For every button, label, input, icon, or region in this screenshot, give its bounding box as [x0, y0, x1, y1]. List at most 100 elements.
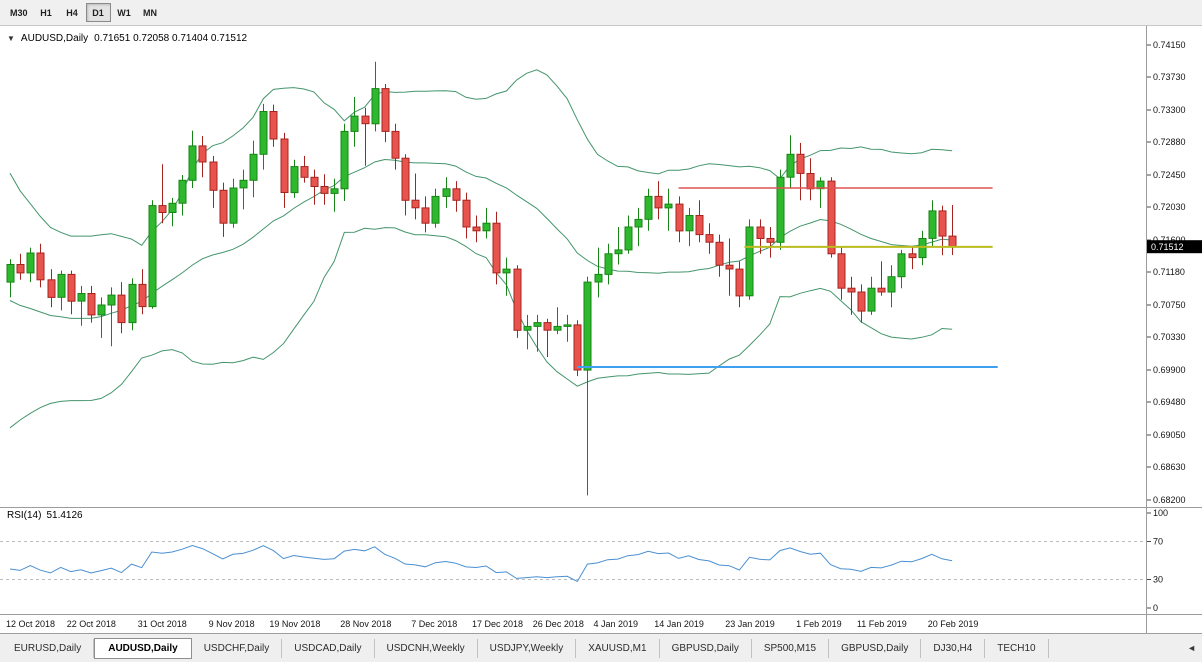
candle-body — [664, 203, 673, 209]
candle-body — [685, 215, 694, 232]
candle-body — [229, 187, 238, 224]
candle-body — [371, 88, 380, 125]
date-axis-label: 22 Oct 2018 — [67, 619, 116, 629]
tab-usdchf-daily[interactable]: USDCHF,Daily — [192, 638, 283, 658]
tab-xauusd-m1[interactable]: XAUUSD,M1 — [576, 638, 660, 658]
tab-usdcnh-weekly[interactable]: USDCNH,Weekly — [375, 638, 478, 658]
candle-body — [948, 235, 957, 248]
price-scale-label: 0.70750 — [1153, 300, 1186, 310]
candle-body — [391, 130, 400, 159]
candle-body — [259, 111, 268, 155]
timeframe-w1-button[interactable]: W1 — [112, 3, 137, 22]
rsi-line — [9, 544, 953, 583]
date-axis-label: 20 Feb 2019 — [928, 619, 979, 629]
tab-sp500-m15[interactable]: SP500,M15 — [752, 638, 830, 658]
candle-body — [877, 287, 886, 293]
tab-audusd-daily[interactable]: AUDUSD,Daily — [94, 637, 192, 659]
candle-body — [269, 111, 278, 140]
candle-body — [340, 130, 349, 190]
candle-body — [431, 195, 440, 224]
candle-body — [756, 226, 765, 239]
date-axis-label: 14 Jan 2019 — [654, 619, 704, 629]
candle-body — [857, 291, 866, 312]
timeframe-d1-button[interactable]: D1 — [85, 3, 111, 22]
candle-body — [381, 88, 390, 132]
tab-usdcad-daily[interactable]: USDCAD,Daily — [282, 638, 375, 658]
date-axis-label: 31 Oct 2018 — [138, 619, 187, 629]
candle-body — [766, 238, 775, 243]
date-axis-label: 9 Nov 2018 — [209, 619, 255, 629]
candle-body — [502, 268, 511, 274]
candle-body — [239, 179, 248, 189]
candle-body — [918, 238, 927, 259]
candle-body — [634, 218, 643, 228]
candle-body — [290, 166, 299, 194]
candle-body — [745, 226, 754, 297]
date-axis-label: 12 Oct 2018 — [6, 619, 55, 629]
candle-body — [320, 186, 329, 194]
candle-body — [654, 195, 663, 209]
candle-body — [533, 322, 542, 327]
price-scale-label: 0.70330 — [1153, 332, 1186, 342]
candle-body — [705, 234, 714, 243]
candle-body — [492, 222, 501, 274]
candle-body — [26, 252, 35, 274]
candle-body — [573, 324, 582, 371]
candle-body — [675, 203, 684, 232]
candle-body — [614, 249, 623, 255]
chart-canvas[interactable]: 0.74150 0.73730 0.73300 0.72880 0.72450 0.720… — [0, 26, 1202, 633]
candle-body — [128, 283, 137, 324]
candle-body — [624, 226, 633, 251]
tab-tech10[interactable]: TECH10 — [985, 638, 1049, 658]
tab-dj30-h4[interactable]: DJ30,H4 — [921, 638, 986, 658]
candle-body — [897, 253, 906, 278]
one-click-trading-toggle-icon[interactable]: ▼ — [7, 34, 15, 43]
candle-body — [330, 188, 339, 194]
candle-body — [735, 268, 744, 297]
rsi-indicator-name: RSI(14) — [7, 510, 42, 521]
bollinger-lower-band — [9, 227, 953, 429]
candle-body — [816, 180, 825, 190]
candle-body — [209, 161, 218, 191]
timeframe-m30-button[interactable]: M30 — [5, 3, 33, 22]
bollinger-middle-band — [9, 158, 953, 319]
candle-body — [300, 166, 309, 178]
candle-body — [421, 207, 430, 224]
date-axis-label: 23 Jan 2019 — [725, 619, 775, 629]
chart-tabbar: EURUSD,Daily AUDUSD,Daily USDCHF,Daily U… — [0, 633, 1202, 662]
candle-body — [786, 153, 795, 178]
candle-body — [67, 273, 76, 302]
rsi-scale-label: 30 — [1153, 575, 1163, 585]
candle-body — [219, 189, 228, 224]
price-scale-label: 0.68200 — [1153, 495, 1186, 505]
candle-body — [350, 115, 359, 132]
date-axis-label: 7 Dec 2018 — [411, 619, 457, 629]
timeframe-h1-button[interactable]: H1 — [34, 3, 59, 22]
candle-body — [442, 188, 451, 197]
candle-body — [198, 145, 207, 163]
tab-usdjpy-weekly[interactable]: USDJPY,Weekly — [478, 638, 577, 658]
candle-body — [36, 252, 45, 281]
timeframe-h4-button[interactable]: H4 — [60, 3, 85, 22]
candle-body — [168, 202, 177, 214]
chart-ohlc-values: 0.71651 0.72058 0.71404 0.71512 — [94, 33, 248, 44]
candle-body — [806, 173, 815, 190]
tab-eurusd-daily[interactable]: EURUSD,Daily — [2, 638, 95, 658]
rsi-scale-label: 70 — [1153, 537, 1163, 547]
candle-body — [695, 215, 704, 236]
candle-body — [87, 293, 96, 316]
candle-body — [188, 145, 197, 181]
date-axis-label: 1 Feb 2019 — [796, 619, 842, 629]
tab-gbpusd-daily[interactable]: GBPUSD,Daily — [660, 638, 752, 658]
candle-body — [715, 241, 724, 266]
tab-scroll-arrow-icon[interactable]: ◄ — [1187, 643, 1196, 653]
candle-body — [513, 268, 522, 331]
rsi-indicator-value: 51.4126 — [46, 510, 83, 521]
candle-body — [472, 226, 481, 232]
candle-body — [411, 199, 420, 209]
tab-gbpusd-daily-2[interactable]: GBPUSD,Daily — [829, 638, 922, 658]
timeframe-mn-button[interactable]: MN — [138, 3, 163, 22]
candle-body — [107, 294, 116, 306]
candle-body — [543, 322, 552, 331]
candle-body — [867, 287, 876, 312]
